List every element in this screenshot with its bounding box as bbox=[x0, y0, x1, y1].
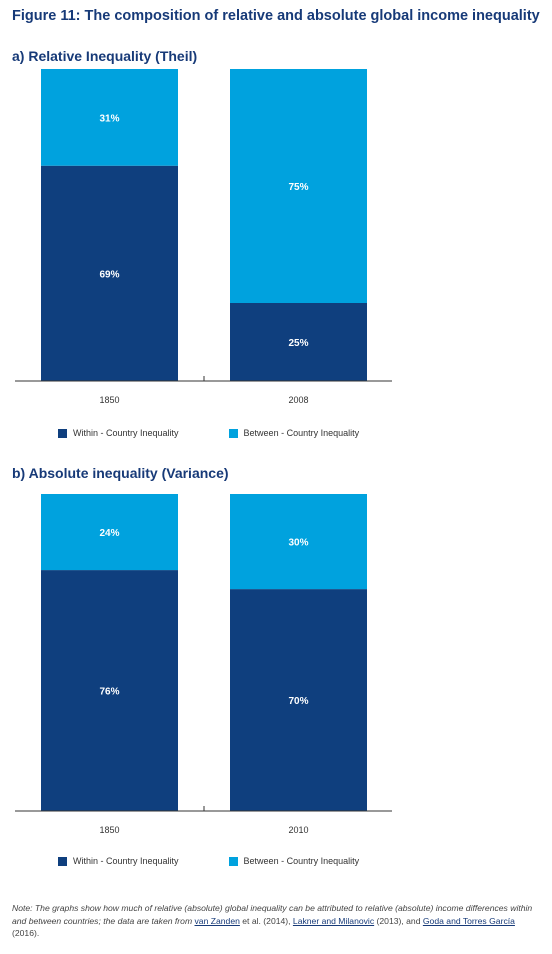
legend-b: Within - Country Inequality Between - Co… bbox=[58, 856, 359, 866]
x-tick-label-2008: 2008 bbox=[288, 395, 308, 405]
panel-b-title: b) Absolute inequality (Variance) bbox=[12, 465, 229, 481]
link-van-zanden[interactable]: van Zanden bbox=[194, 915, 240, 926]
x-tick-label-1850: 1850 bbox=[99, 395, 119, 405]
legend-label-between: Between - Country Inequality bbox=[243, 856, 360, 866]
chart-relative-inequality: 69% 31% 1850 25% 75% 2008 bbox=[15, 69, 392, 405]
legend-item-between: Between - Country Inequality bbox=[228, 428, 360, 438]
bar-segment-between-2008 bbox=[230, 69, 367, 303]
note-prefix: Note: The graphs show how much of relati… bbox=[12, 903, 533, 926]
legend-label-within: Within - Country Inequality bbox=[73, 856, 179, 866]
note-mid-2: (2013), and bbox=[374, 915, 423, 926]
legend-label-between: Between - Country Inequality bbox=[243, 428, 360, 438]
data-label-within-1850: 76% bbox=[99, 687, 119, 698]
legend-swatch-between bbox=[228, 856, 238, 866]
bar-segment-within-1850 bbox=[41, 165, 178, 381]
panel-a-title: a) Relative Inequality (Theil) bbox=[12, 48, 198, 64]
note-mid-1: et al. (2014), bbox=[239, 915, 293, 926]
legend-item-between: Between - Country Inequality bbox=[228, 856, 360, 866]
data-label-between-2008: 75% bbox=[288, 182, 308, 193]
bar-segment-between-1850 bbox=[41, 69, 178, 166]
chart-absolute-inequality: 76% 24% 1850 70% 30% 2010 bbox=[15, 494, 392, 835]
bar-segment-within-2008 bbox=[230, 303, 367, 381]
legend-a: Within - Country Inequality Between - Co… bbox=[58, 428, 359, 438]
data-label-within-2010: 70% bbox=[288, 696, 308, 707]
link-goda-torres-garcia[interactable]: Goda and Torres García bbox=[422, 915, 515, 926]
legend-label-within: Within - Country Inequality bbox=[73, 428, 179, 438]
data-label-between-2010: 30% bbox=[288, 538, 308, 549]
bar-segment-between-2010 bbox=[230, 494, 367, 590]
x-tick-label-1850: 1850 bbox=[99, 825, 119, 835]
source-note: Note: The graphs show how much of relati… bbox=[12, 902, 544, 940]
legend-item-within: Within - Country Inequality bbox=[58, 428, 179, 438]
figure-title: Figure 11: The composition of relative a… bbox=[12, 8, 540, 24]
bar-segment-within-2010 bbox=[230, 589, 367, 811]
legend-swatch-between bbox=[228, 428, 238, 438]
data-label-between-1850: 31% bbox=[99, 113, 119, 124]
bar-segment-within-1850 bbox=[41, 570, 178, 811]
bar-segment-between-1850 bbox=[41, 494, 178, 571]
data-label-within-1850: 69% bbox=[99, 269, 119, 280]
x-tick-label-2010: 2010 bbox=[288, 825, 308, 835]
link-lakner-milanovic[interactable]: Lakner and Milanovic bbox=[292, 915, 375, 926]
legend-item-within: Within - Country Inequality bbox=[58, 856, 179, 866]
data-label-within-2008: 25% bbox=[288, 338, 308, 349]
legend-swatch-within bbox=[58, 856, 67, 866]
note-suffix: (2016). bbox=[12, 928, 40, 938]
data-label-between-1850: 24% bbox=[99, 528, 119, 539]
legend-swatch-within bbox=[58, 428, 67, 438]
